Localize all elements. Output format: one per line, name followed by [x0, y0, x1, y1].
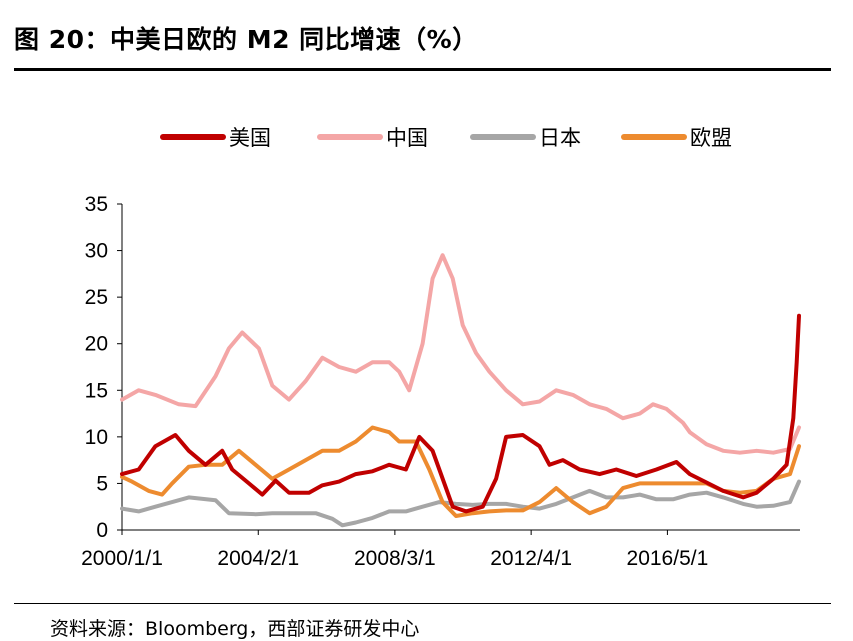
title-rule [14, 68, 831, 71]
y-tick-label-35: 35 [85, 193, 108, 216]
m2-growth-chart: 美国 中国 日本 欧盟 0 5 10 15 20 25 30 35 2000/1/1 2004/2/1 2… [81, 126, 801, 570]
chart-axes: 0 5 10 15 20 25 30 35 2000/1/1 2004/2/1 2008/3/1 20… [81, 193, 800, 570]
source-rule [14, 603, 831, 604]
y-tick-label-0: 0 [96, 519, 108, 542]
series-line-eu [120, 425, 801, 518]
x-tick-label-3: 2012/4/1 [490, 547, 572, 570]
y-tick-label-20: 20 [85, 333, 108, 356]
legend-label-japan: 日本 [539, 126, 581, 150]
x-tick-label-4: 2016/5/1 [627, 547, 709, 570]
legend-label-eu: 欧盟 [690, 126, 732, 150]
figure-title: 图 20：中美日欧的 M2 同比增速（%） [14, 25, 478, 54]
y-tick-label-25: 25 [85, 286, 108, 309]
x-tick-label-1: 2004/2/1 [217, 547, 299, 570]
y-tick-label-5: 5 [96, 472, 108, 495]
y-tick-label-30: 30 [85, 240, 108, 263]
x-tick-label-0: 2000/1/1 [81, 547, 163, 570]
y-tick-label-15: 15 [85, 379, 108, 402]
chart-series [120, 253, 801, 528]
series-line-japan [120, 479, 801, 528]
series-line-us [120, 313, 801, 514]
series-line-china [120, 253, 801, 455]
chart-legend: 美国 中国 日本 欧盟 [160, 126, 732, 150]
source-note: 资料来源：Bloomberg，西部证券研发中心 [50, 618, 420, 640]
y-tick-label-10: 10 [85, 426, 108, 449]
legend-label-china: 中国 [386, 126, 428, 150]
legend-label-us: 美国 [229, 126, 271, 150]
x-tick-label-2: 2008/3/1 [354, 547, 436, 570]
